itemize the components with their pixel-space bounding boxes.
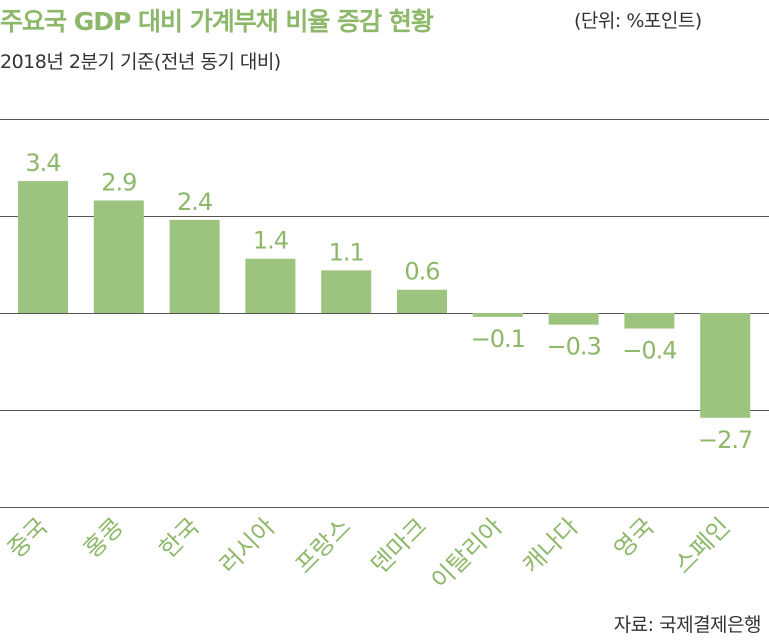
value-label: −0.1 [471,325,525,353]
value-label: 2.4 [177,188,212,216]
category-label: 프랑스 [290,512,357,579]
bar-10 [700,313,751,418]
bar-9 [624,313,675,329]
value-label: −2.7 [698,426,752,454]
unit-note: (단위: %포인트) [574,10,702,32]
category-label: 덴마크 [366,512,433,579]
bar-6 [397,289,447,313]
value-label: 2.9 [101,168,136,196]
bar-4 [245,258,296,313]
category-label: 영국 [609,512,660,563]
category-label: 중국 [2,512,53,563]
bar-3 [169,219,220,313]
value-label: −0.4 [622,337,676,365]
bar-1 [18,181,68,313]
chart-subtitle: 2018년 2분기 기준(전년 동기 대비) [0,51,281,73]
category-label: 한국 [154,512,205,563]
value-label: 1.1 [329,238,364,266]
bar-8 [548,313,599,325]
value-label: 1.4 [253,227,288,255]
category-label: 러시아 [214,512,281,579]
value-labels: 3.4 2.9 2.4 1.4 1.1 0.6 −0.1 −0.3 −0.4 −2.7 [25,149,753,454]
bar-5 [321,270,372,313]
chart-title: 주요국 GDP 대비 가계부채 비율 증감 현황 [0,7,434,36]
value-label: −0.3 [546,333,600,361]
value-label: 3.4 [25,149,60,177]
category-label: 홍콩 [78,512,129,563]
category-label: 스페인 [669,512,736,579]
bar-7 [472,313,523,317]
category-label: 이탈리아 [426,512,508,594]
source-note: 자료: 국제결제은행 [613,614,762,636]
bars [18,181,751,418]
value-label: 0.6 [404,258,439,286]
bar-2 [93,200,144,313]
category-label: 캐나다 [517,512,584,579]
